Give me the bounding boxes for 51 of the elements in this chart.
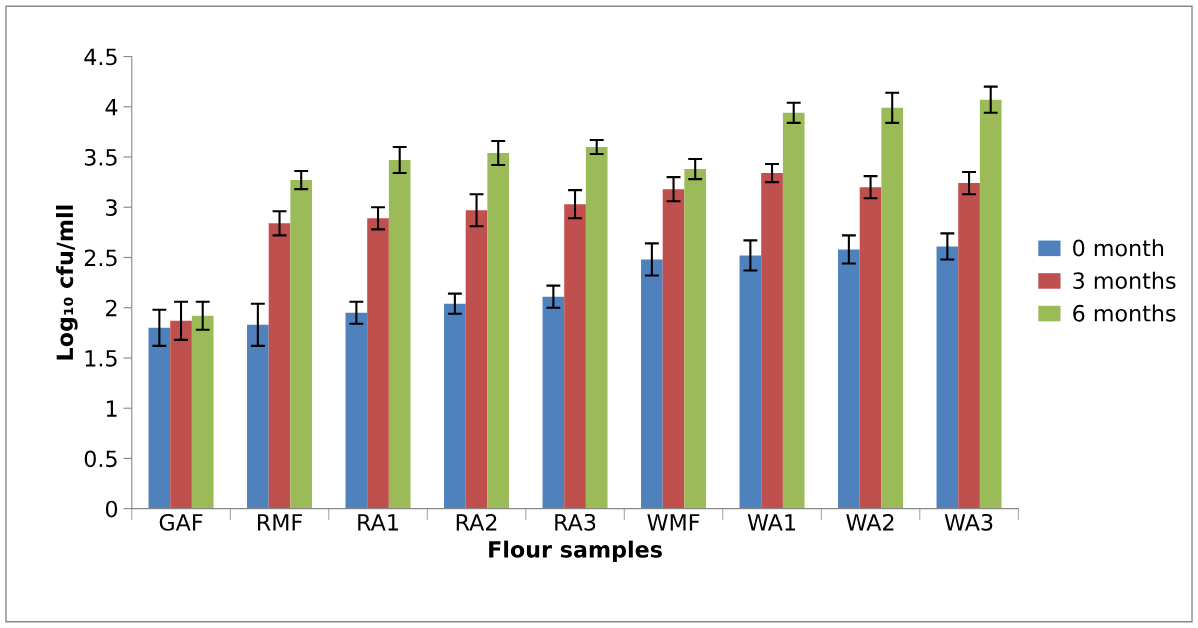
bar [564,204,586,509]
bar [487,152,510,509]
bar [739,255,762,509]
x-axis-title: Flour samples [489,540,662,563]
bar [859,187,882,509]
bar [465,210,488,509]
x-tick-label: RA2 [456,513,497,531]
x-tick-label: RA1 [358,514,398,531]
y-tick-label: 1 [106,400,117,417]
bar [641,259,663,509]
y-axis-title: Log₁₀ cfu/mll [56,205,78,360]
legend-label: 3 months [1073,271,1176,290]
legend-label: 6 months [1073,304,1176,322]
bar [585,146,608,509]
bar [782,112,805,509]
x-tick-label: RA3 [555,513,596,531]
y-tick-label: 2.5 [84,249,117,267]
y-tick-label: 3.5 [84,148,117,166]
x-tick-label: WMF [647,514,700,531]
y-tick-label: 4.5 [84,48,117,66]
y-tick-label: 2 [106,299,117,317]
bar [838,249,860,509]
y-tick-label: 1.5 [85,350,117,367]
bar [268,223,291,509]
bar [170,320,192,509]
y-tick-label: 4 [105,99,118,116]
y-tick-label: 0.5 [84,450,117,468]
x-tick-label: WA2 [846,513,894,531]
bar [662,189,685,509]
x-tick-label: RMF [258,514,302,531]
x-tick-label: GAF [159,513,203,531]
bar [444,303,466,509]
bar [761,173,783,509]
bar [388,160,411,509]
bar [958,183,980,509]
bar [290,180,313,509]
bar [936,246,959,509]
bar [191,315,214,509]
bar [345,312,368,509]
bar [684,169,707,509]
bar [247,324,269,509]
legend-label: 0 month [1073,239,1164,257]
y-tick-label: 0 [105,500,118,518]
x-tick-label: WA1 [747,514,796,531]
bar [148,327,171,509]
bar [979,99,1002,509]
bar [542,296,565,509]
bar [881,107,904,509]
y-tick-label: 3 [106,199,117,216]
bar [367,218,389,509]
x-tick-label: WA3 [944,513,993,531]
